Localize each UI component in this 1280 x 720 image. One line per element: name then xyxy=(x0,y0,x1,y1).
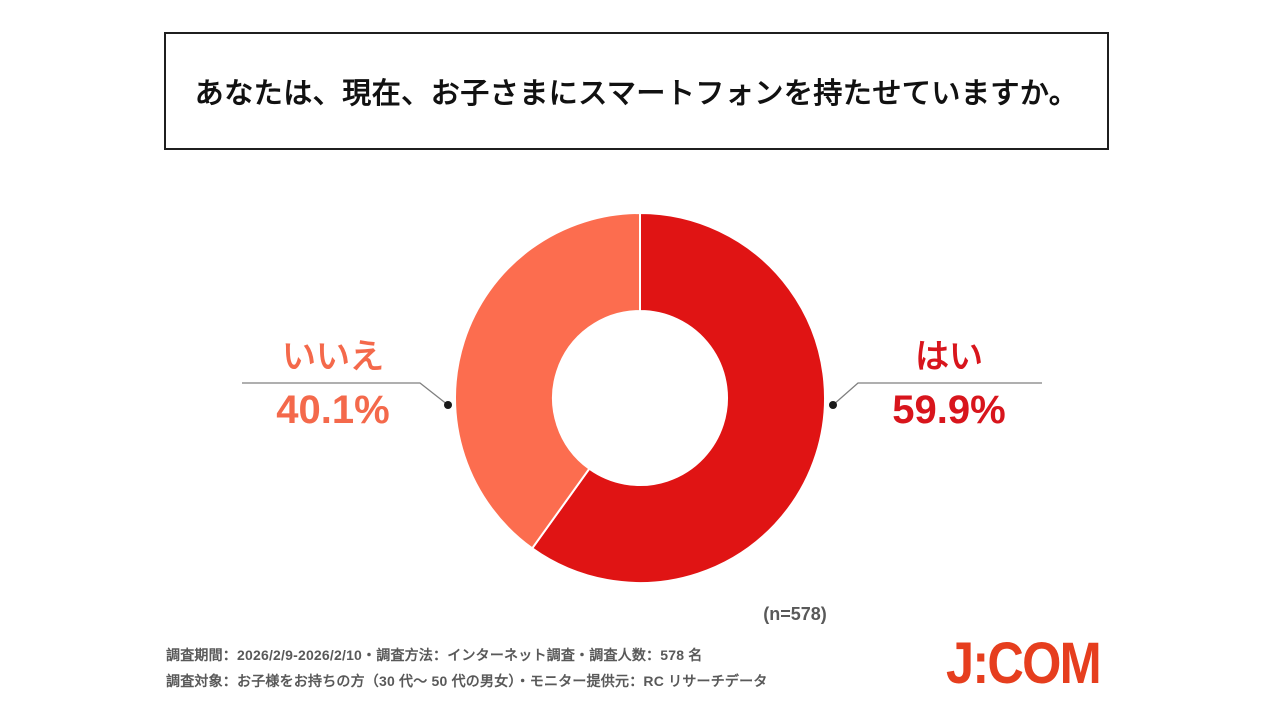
donut-slice-yes xyxy=(530,211,826,584)
survey-notes: 調査期間：2026/2/9-2026/2/10・調査方法：インターネット調査・調… xyxy=(166,642,768,694)
leader-dot-no xyxy=(444,401,452,409)
label-no-value: 40.1% xyxy=(276,388,390,432)
survey-note-line1: 調査期間：2026/2/9-2026/2/10・調査方法：インターネット調査・調… xyxy=(166,647,703,663)
label-yes-name: はい xyxy=(915,338,983,376)
survey-note-line2: 調査対象：お子様をお持ちの方（30 代～ 50 代の男女）・モニター提供元：RC… xyxy=(166,673,768,689)
question-box: あなたは、現在、お子さまにスマートフォンを持たせていますか。 xyxy=(164,32,1109,150)
jcom-logo: J:COM xyxy=(946,631,1102,696)
leader-dot-yes xyxy=(829,401,837,409)
leader-line-no xyxy=(242,382,449,406)
donut-slice-no xyxy=(454,211,641,550)
leader-line-yes xyxy=(832,382,1042,406)
question-text: あなたは、現在、お子さまにスマートフォンを持たせていますか。 xyxy=(194,78,1079,110)
sample-size: (n=578) xyxy=(763,604,827,624)
label-yes-value: 59.9% xyxy=(892,388,1006,432)
callout-no: いいえ 40.1% xyxy=(193,340,473,430)
callout-yes: はい 59.9% xyxy=(809,340,1089,430)
label-no-name: いいえ xyxy=(282,338,384,376)
